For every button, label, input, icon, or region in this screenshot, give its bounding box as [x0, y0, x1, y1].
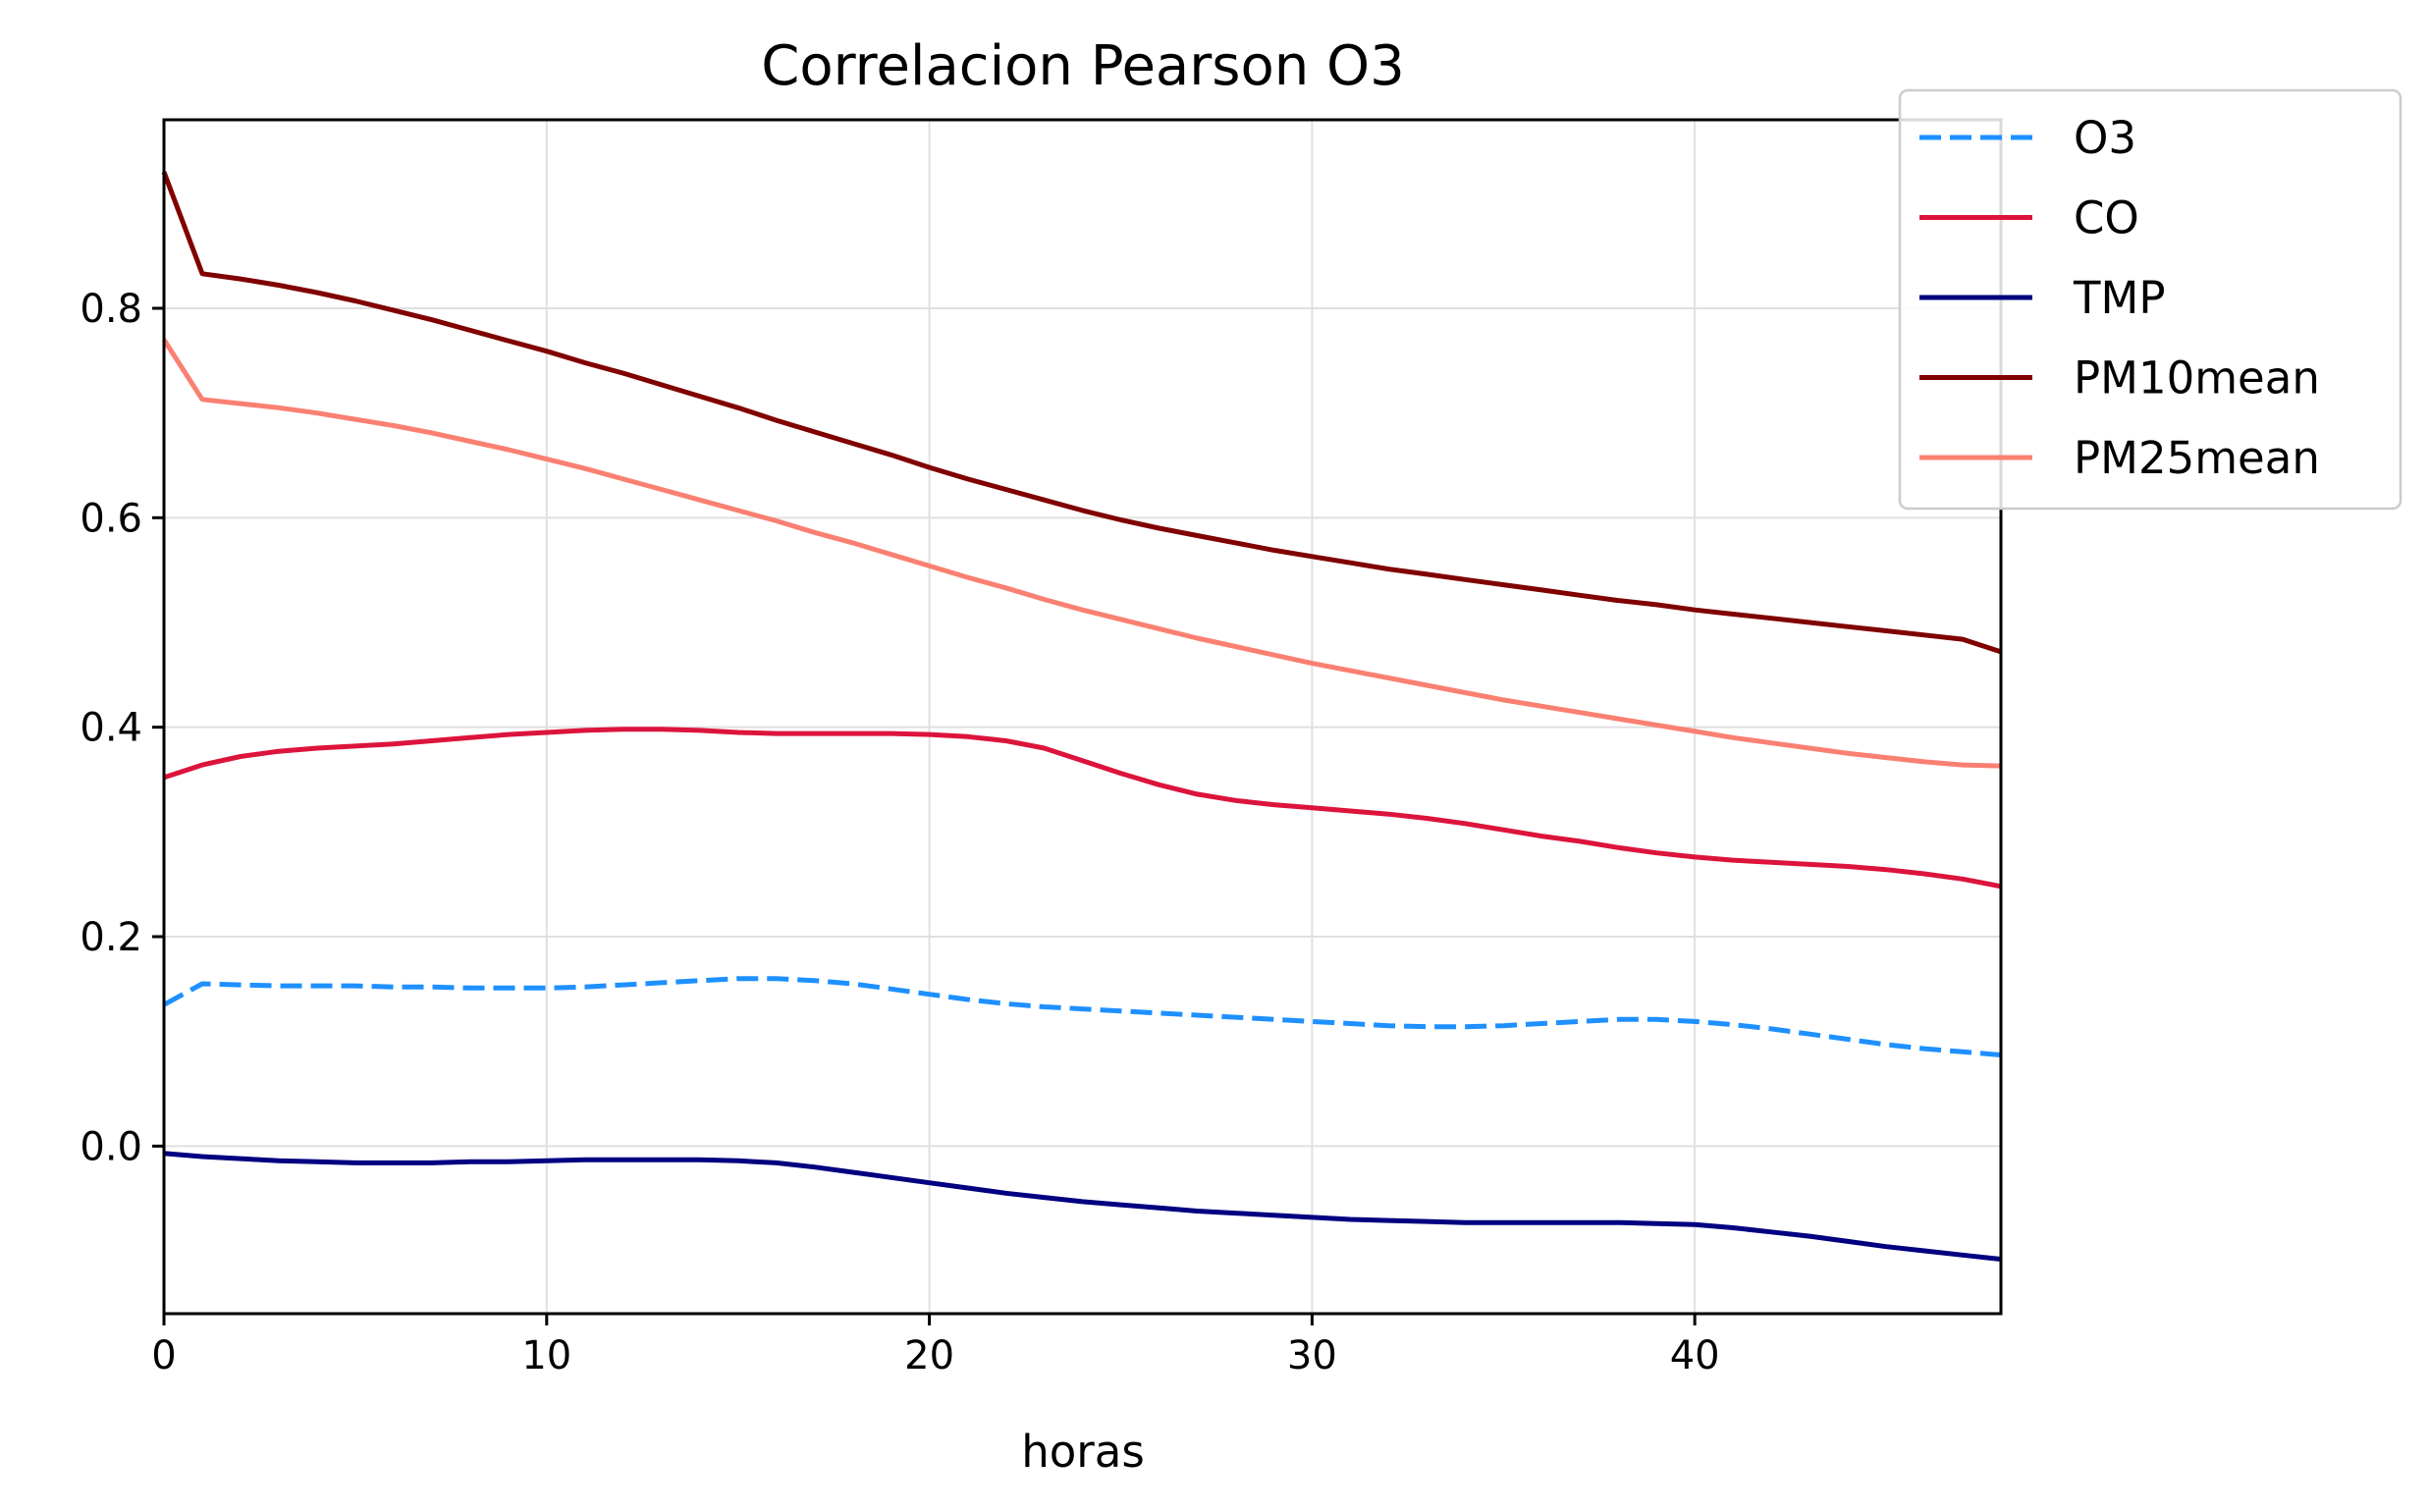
- series-line-pm25mean: [161, 338, 2002, 769]
- legend-label-co: CO: [2074, 192, 2139, 244]
- legend: O3 CO TMP PM10mean PM25mean: [1898, 88, 2402, 511]
- y-tick-label: 0.8: [80, 287, 142, 332]
- y-tick-label: 0.4: [80, 706, 142, 751]
- legend-label-o3: O3: [2074, 112, 2136, 164]
- grid-lines: [163, 120, 2001, 1314]
- plot-frame: [162, 118, 2003, 1316]
- series-line-co: [163, 727, 2002, 890]
- y-tick-label: 0.6: [80, 496, 142, 541]
- series-line-pm10mean: [161, 171, 2002, 655]
- legend-label-pm10mean: PM10mean: [2074, 352, 2320, 405]
- x-tick-label: 30: [1287, 1333, 1337, 1378]
- series-line-tmp: [163, 1151, 2002, 1262]
- legend-box: [1898, 88, 2402, 511]
- x-tick-label: 10: [521, 1333, 571, 1378]
- x-tick-label: 40: [1670, 1333, 1720, 1378]
- legend-label-tmp: TMP: [2073, 272, 2165, 324]
- x-tick-label: 20: [904, 1333, 954, 1378]
- y-tick-label: 0.0: [80, 1124, 142, 1169]
- y-tick-label: 0.2: [80, 915, 142, 960]
- x-axis-label: horas: [1021, 1426, 1145, 1478]
- chart-title: Correlacion Pearson O3: [761, 34, 1404, 98]
- x-tick-label: 0: [151, 1333, 176, 1378]
- series-line-o3: [162, 976, 2002, 1057]
- series-lines: [161, 171, 2002, 1262]
- y-axis: 0.0 0.2 0.4 0.6 0.8: [80, 287, 164, 1169]
- x-axis: 0 10 20 30 40: [151, 1314, 1720, 1378]
- legend-label-pm25mean: PM25mean: [2074, 432, 2320, 484]
